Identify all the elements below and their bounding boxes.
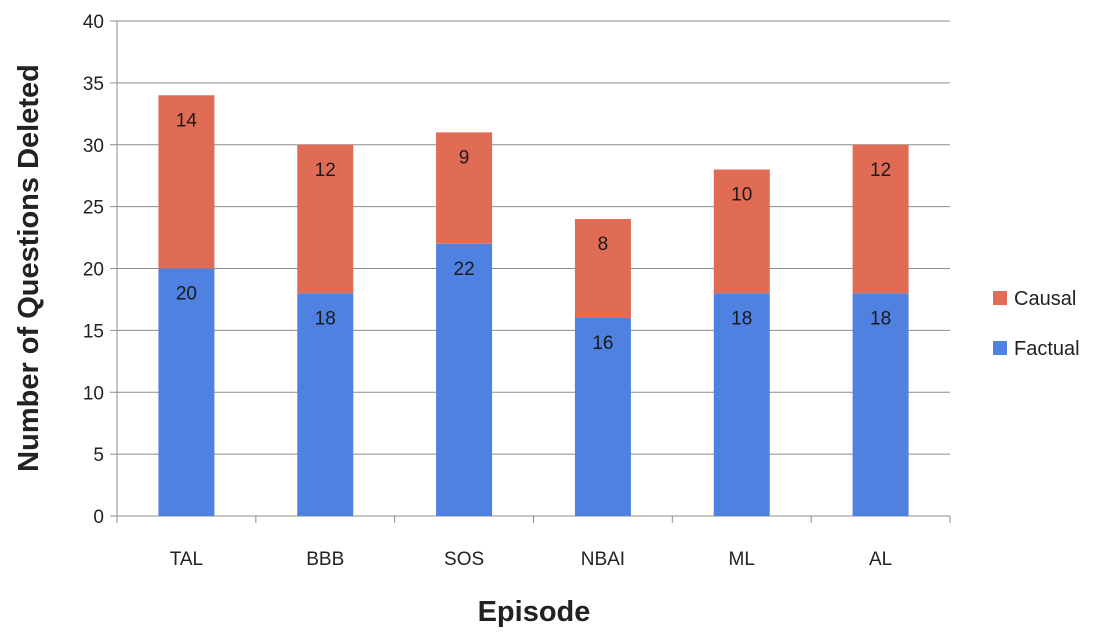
bar-causal-al [852, 144, 909, 294]
y-tick-label-40: 40 [83, 12, 104, 33]
bar-causal-tal [158, 95, 215, 269]
data-label-factual-al: 18 [870, 308, 891, 329]
legend-swatch-causal [993, 291, 1007, 305]
bar-factual-ml [713, 293, 770, 516]
y-tick-label-5: 5 [93, 445, 104, 466]
axes: 0 5 10 15 20 25 30 35 40 TAL BBB SOS NBAI ML AL [83, 12, 951, 570]
y-tick-label-35: 35 [83, 74, 104, 95]
bars [158, 95, 909, 516]
data-label-causal-nbai: 8 [598, 234, 609, 255]
bar-factual-tal [158, 268, 215, 516]
x-axis-title: Episode [478, 596, 591, 628]
data-label-factual-sos: 22 [454, 259, 475, 280]
bar-causal-ml [713, 169, 770, 294]
data-labels: 20 14 18 12 22 9 16 8 18 10 18 12 [176, 110, 891, 354]
legend-label-factual: Factual [1014, 338, 1080, 360]
y-tick-label-25: 25 [83, 198, 104, 219]
bar-factual-nbai [574, 318, 631, 516]
bar-factual-bbb [297, 293, 354, 516]
legend-swatch-factual [993, 341, 1007, 355]
bar-causal-sos [436, 132, 493, 244]
legend: Causal Factual [993, 288, 1080, 360]
x-tick-label-bbb: BBB [306, 549, 344, 570]
gridlines [117, 20, 950, 455]
y-tick-label-30: 30 [83, 136, 104, 157]
x-tick-label-al: AL [869, 549, 892, 570]
data-label-causal-bbb: 12 [315, 160, 336, 181]
x-tick-label-ml: ML [729, 549, 755, 570]
data-label-factual-ml: 18 [731, 308, 752, 329]
bar-causal-bbb [297, 144, 354, 294]
y-tick-label-10: 10 [83, 383, 104, 404]
data-label-causal-ml: 10 [731, 185, 752, 206]
data-label-causal-sos: 9 [459, 147, 470, 168]
legend-label-causal: Causal [1014, 288, 1076, 310]
data-label-causal-al: 12 [870, 160, 891, 181]
x-tick-label-nbai: NBAI [581, 549, 625, 570]
x-tick-label-tal: TAL [170, 549, 203, 570]
bar-factual-sos [436, 243, 493, 516]
data-label-factual-bbb: 18 [315, 308, 336, 329]
data-label-factual-tal: 20 [176, 284, 197, 305]
y-tick-label-0: 0 [93, 507, 104, 528]
y-tick-label-20: 20 [83, 260, 104, 281]
data-label-factual-nbai: 16 [592, 333, 613, 354]
x-tick-label-sos: SOS [444, 549, 484, 570]
bar-factual-al [852, 293, 909, 516]
y-axis-title: Number of Questions Deleted [13, 64, 45, 472]
data-label-causal-tal: 14 [176, 110, 198, 131]
bar-causal-nbai [574, 219, 631, 318]
y-tick-label-15: 15 [83, 321, 104, 342]
